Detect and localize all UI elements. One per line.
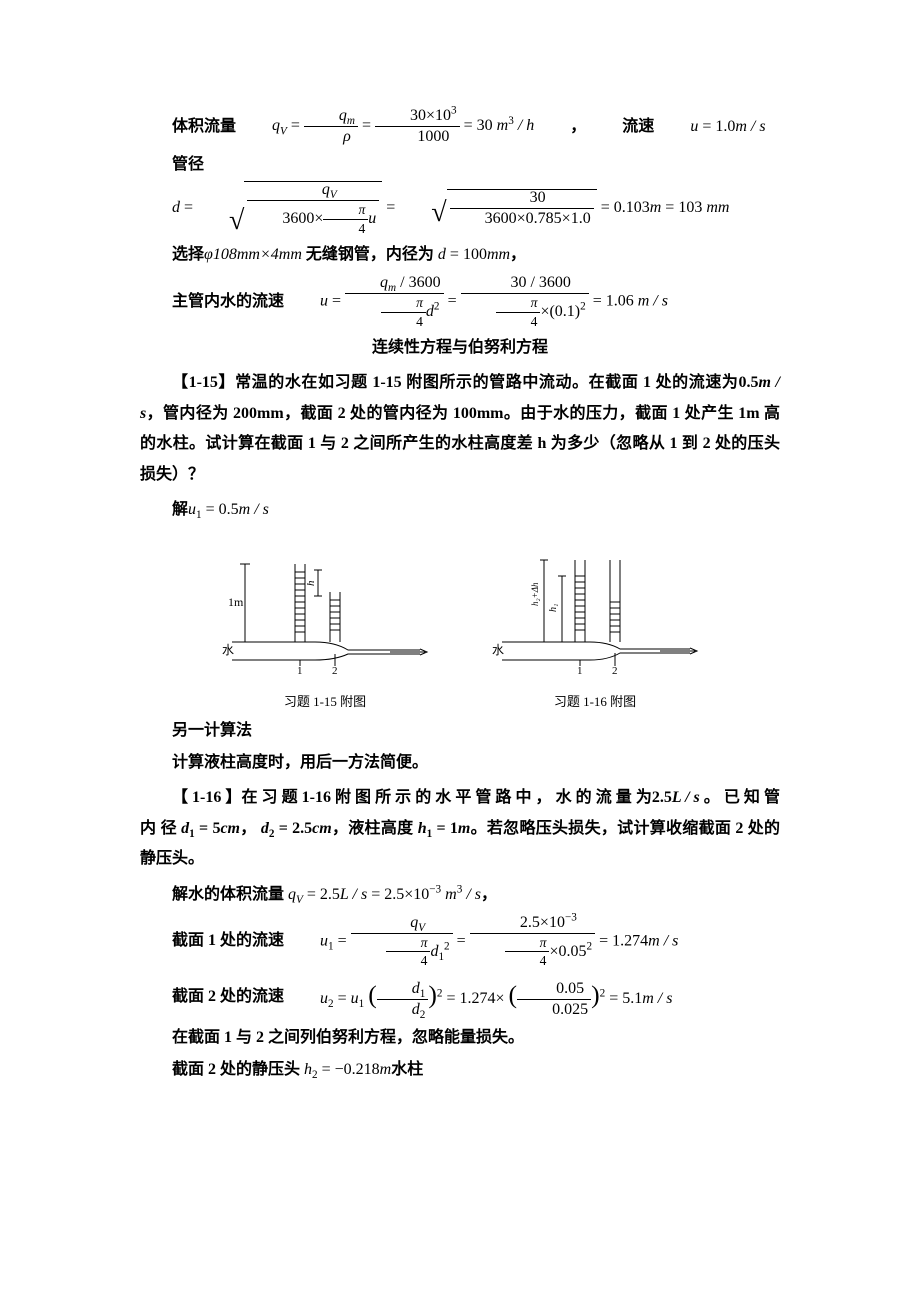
sol-1-15: 解u1 = 0.5m / s (140, 498, 780, 522)
eq-u1: 截面 1 处的流速 u1 = qV π4d12 = 2.5×10−3 π4×0.… (140, 915, 780, 968)
pipe-selection: 选择φ108mm×4mm 无缝钢管，内径为 d = 100mm， (140, 243, 780, 267)
problem-1-15: 【1-15】常温的水在如习题 1-15 附图所示的管路中流动。在截面 1 处的流… (140, 368, 780, 490)
figure-1-15-svg: 1m h 水 1 2 (220, 546, 430, 686)
bernoulli-note: 在截面 1 与 2 之间列伯努利方程，忽略能量损失。 (140, 1026, 780, 1050)
sol-1-16-qv: 解水的体积流量 qV = 2.5L / s = 2.5×10−3 m3 / s， (140, 883, 780, 907)
fig2-tick1: 1 (577, 665, 583, 677)
fig2-tick2: 2 (612, 665, 618, 677)
section-title: 连续性方程与伯努利方程 (140, 336, 780, 360)
figure-1-16-svg: h₁ h₂+Δh 水 1 2 (490, 546, 700, 686)
figure-1-16: h₁ h₂+Δh 水 1 2 习题 1-16 附图 (490, 546, 700, 712)
eq-u2: 截面 2 处的流速 u2 = u1 (d1d2)2 = 1.274× (0.05… (140, 976, 780, 1018)
eq-volume-flow: 体积流量 qV = qmρ = 30×1031000 = 30 m3 / h ，… (140, 108, 780, 145)
fig1-water: 水 (222, 643, 234, 657)
label-velocity: 流速 (590, 115, 654, 139)
fig2-h2: h₂+Δh (530, 582, 540, 606)
fig1-tick1: 1 (297, 665, 303, 677)
alt-method-1: 另一计算法 (140, 719, 780, 743)
eq-diameter: 管径 d = √ qV 3600×π4u = √ 303600×0.785×1.… (140, 153, 780, 235)
fig2-h1: h₁ (548, 603, 559, 611)
figures-row: 1m h 水 1 2 习题 1-15 附图 (140, 546, 780, 712)
label: 体积流量 (140, 115, 236, 139)
figure-1-15-caption: 习题 1-15 附图 (220, 692, 430, 712)
figure-1-16-caption: 习题 1-16 附图 (490, 692, 700, 712)
label: 管径 (140, 153, 204, 177)
alt-method-2: 计算液柱高度时，用后一方法简便。 (140, 751, 780, 775)
fig1-h: h (305, 580, 317, 586)
fig1-tick2: 2 (332, 665, 338, 677)
fig1-1m: 1m (228, 595, 244, 609)
page: 体积流量 qV = qmρ = 30×1031000 = 30 m3 / h ，… (0, 0, 920, 1302)
eq-main-velocity: 主管内水的流速 u = qm / 3600 π4d2 = 30 / 3600 π… (140, 275, 780, 328)
label: 主管内水的流速 (140, 290, 284, 314)
eq-h2: 截面 2 处的静压头 h2 = −0.218m水柱 (140, 1058, 780, 1082)
fig2-water: 水 (492, 643, 504, 657)
figure-1-15: 1m h 水 1 2 习题 1-15 附图 (220, 546, 430, 712)
problem-1-16: 【 1-16 】在 习 题 1-16 附 图 所 示 的 水 平 管 路 中 ，… (140, 783, 780, 874)
